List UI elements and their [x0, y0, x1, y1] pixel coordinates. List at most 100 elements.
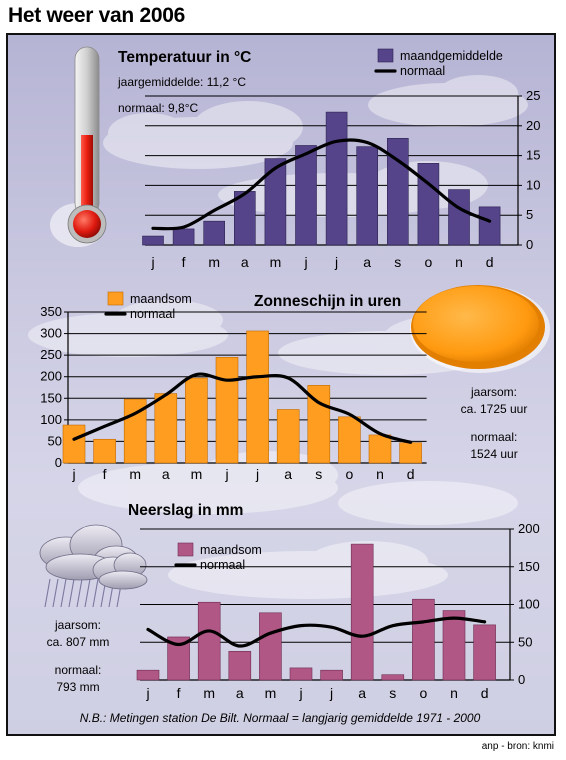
infographic-frame: 0 5 10 15 20 25 j f m a m j j a s o n d maandgemiddelde nor…: [6, 33, 556, 736]
precipitation-x-tick-label: m: [265, 685, 277, 701]
sunshine-y-tick-label: 200: [40, 369, 62, 384]
sunshine-y-tick-label: 250: [40, 347, 62, 362]
temperature-y-tick-label: 0: [526, 237, 533, 252]
precipitation-x-tick-label: a: [358, 685, 366, 701]
precipitation-normal-label: normaal:: [55, 663, 102, 677]
temperature-bar: [264, 158, 287, 246]
precipitation-bar: [381, 674, 405, 681]
temperature-x-tick-label: j: [303, 254, 307, 270]
sun-icon: [410, 285, 550, 373]
precipitation-annual-value: ca. 807 mm: [47, 635, 110, 649]
sunshine-x-tick-label: j: [255, 466, 259, 482]
temperature-bar: [203, 220, 225, 246]
sunshine-bar: [62, 424, 86, 464]
rain-cloud-icon: [39, 524, 148, 608]
temperature-chart: 0 5 10 15 20 25 j f m a m j j a s o n d maandgemiddeldenor…: [142, 48, 540, 270]
source-credit: anp - bron: knmi: [481, 741, 554, 752]
temperature-x-tick-label: n: [455, 254, 463, 270]
precipitation-legend-swatch-bar: [177, 542, 194, 557]
precipitation-bar: [350, 543, 374, 681]
temperature-x-tick-label: a: [363, 254, 371, 270]
temperature-bar: [142, 235, 164, 246]
temperature-x-tick-label: o: [425, 254, 433, 270]
temperature-bar: [172, 228, 195, 246]
temperature-normal-line: [151, 138, 492, 231]
sunshine-y-tick-label: 300: [40, 326, 62, 341]
sunshine-x-tick-label: f: [103, 466, 107, 482]
sunshine-y-tick-label: 350: [40, 304, 62, 319]
sunshine-normal-line: [72, 372, 413, 444]
temperature-bar: [295, 145, 317, 246]
temperature-x-tick-label: s: [394, 254, 401, 270]
sunshine-x-tick-label: o: [346, 466, 354, 482]
precipitation-bar: [442, 610, 466, 681]
precipitation-x-tick-label: f: [177, 685, 181, 701]
temperature-x-tick-label: f: [182, 254, 186, 270]
sunshine-x-tick-label: j: [224, 466, 228, 482]
sunshine-annual-value: ca. 1725 uur: [461, 402, 528, 416]
precipitation-normal-value: 793 mm: [56, 680, 99, 694]
temperature-title: Temperatuur in °C: [118, 49, 251, 66]
precipitation-x-tick-label: j: [145, 685, 149, 701]
precipitation-bar: [320, 669, 343, 681]
sunshine-y-tick-label: 0: [55, 455, 62, 470]
precipitation-x-tick-label: m: [203, 685, 215, 701]
temperature-x-tick-label: j: [334, 254, 338, 270]
precipitation-bar: [167, 636, 190, 681]
sunshine-y-tick-label: 50: [48, 433, 62, 448]
precipitation-bar: [259, 612, 282, 681]
temperature-x-tick-label: m: [270, 254, 282, 270]
precipitation-bar: [228, 651, 252, 681]
precipitation-y-tick-label: 50: [518, 634, 532, 649]
sunshine-chart: 0 50 100 150 200 250 300 350 j f m a m j j a s o n d maandso…: [40, 291, 427, 482]
sunshine-x-tick-label: n: [376, 466, 384, 482]
temperature-y-tick-label: 5: [526, 207, 533, 222]
temperature-bar: [234, 191, 256, 246]
thermometer-icon: [50, 46, 107, 247]
precipitation-annual-label: jaarsom:: [54, 618, 101, 632]
sunshine-x-tick-label: m: [191, 466, 203, 482]
temperature-annual-average: jaargemiddelde: 11,2 °C: [117, 75, 246, 89]
sunshine-bar: [246, 330, 269, 464]
sunshine-x-tick-label: j: [71, 466, 75, 482]
sunshine-bar: [338, 416, 361, 464]
precipitation-bar: [412, 598, 435, 681]
sunshine-bar: [154, 393, 178, 464]
sunshine-legend-label-bar: maandsom: [130, 292, 192, 306]
temperature-x-tick-label: m: [208, 254, 220, 270]
precipitation-legend-label-bar: maandsom: [200, 543, 262, 557]
temperature-bar: [448, 189, 470, 246]
sunshine-bar: [93, 438, 116, 464]
precipitation-y-tick-label: 200: [518, 521, 540, 536]
temperature-x-tick-label: d: [486, 254, 494, 270]
precipitation-bar: [197, 601, 221, 681]
precipitation-y-tick-label: 150: [518, 559, 540, 574]
temperature-x-tick-label: j: [150, 254, 154, 270]
temperature-normal: normaal: 9,8°C: [118, 101, 199, 115]
footnote: N.B.: Metingen station De Bilt. Normaal …: [80, 711, 481, 725]
sunshine-bar: [276, 409, 300, 464]
precipitation-x-tick-label: o: [420, 685, 428, 701]
sunshine-x-tick-label: a: [284, 466, 292, 482]
precipitation-x-tick-label: a: [236, 685, 244, 701]
sunshine-annual-label: jaarsom:: [470, 385, 517, 399]
temperature-y-tick-label: 15: [526, 148, 540, 163]
precipitation-title: Neerslag in mm: [128, 502, 243, 519]
temperature-bar: [478, 206, 501, 246]
temperature-y-tick-label: 20: [526, 118, 540, 133]
sunshine-bar: [368, 434, 392, 464]
precipitation-x-tick-label: n: [450, 685, 458, 701]
temperature-legend-swatch-bar: [377, 48, 394, 63]
sunshine-y-tick-label: 100: [40, 412, 62, 427]
precipitation-x-tick-label: j: [329, 685, 333, 701]
temperature-bar: [417, 163, 440, 246]
temperature-y-tick-label: 10: [526, 177, 540, 192]
sunshine-x-tick-label: d: [407, 466, 415, 482]
sunshine-x-tick-label: a: [162, 466, 170, 482]
precipitation-bar: [473, 624, 496, 681]
temperature-x-tick-label: a: [241, 254, 249, 270]
temperature-legend-label-line: normaal: [400, 64, 445, 78]
precipitation-y-tick-label: 0: [518, 672, 525, 687]
